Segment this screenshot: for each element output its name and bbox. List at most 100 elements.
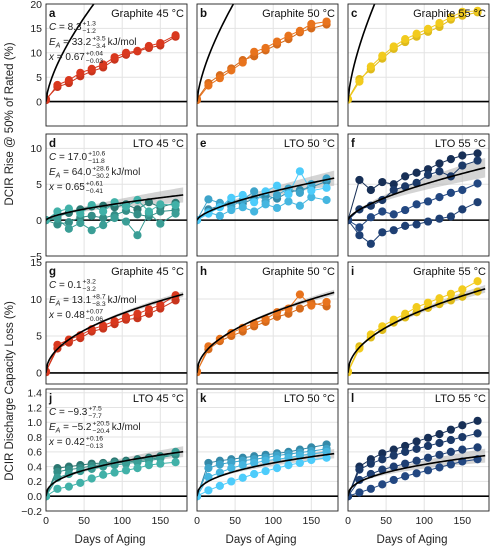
y-tick-label: 15 [30, 23, 42, 35]
data-point [401, 472, 410, 481]
y-tick-label: 0.0 [27, 491, 42, 503]
data-point [99, 207, 108, 216]
data-point [272, 203, 282, 213]
fit-curve [197, 4, 235, 102]
data-point [435, 294, 444, 303]
y-axis-label-bottom: DCIR Discharge Capacity Loss (%) [4, 301, 16, 481]
fit-sub: −30.2 [92, 173, 109, 180]
data-point [238, 190, 247, 200]
data-point [227, 66, 236, 75]
data-point [53, 467, 62, 476]
fit-sup: +3.5 [92, 36, 106, 43]
plot-area [46, 4, 187, 126]
data-point [435, 193, 444, 202]
fit-annotation: C = 0.1 +3.2−3.2 EA = 13.1 +8.7−8.3 kJ/mol x … [48, 279, 137, 324]
data-point [64, 76, 73, 85]
data-point [87, 474, 96, 483]
fit-unit: kJ/mol [108, 295, 137, 306]
y-tick-label: −5 [30, 251, 42, 263]
plot-frame [196, 3, 339, 127]
data-point [355, 465, 364, 474]
data-point [295, 201, 304, 210]
fit-sup: +7.5 [88, 406, 102, 413]
fit-unit: kJ/mol [112, 422, 141, 433]
data-point [144, 305, 153, 314]
y-tick-label: 1.0 [27, 417, 42, 429]
data-point [227, 477, 236, 486]
data-point [355, 77, 364, 86]
data-point [110, 468, 119, 477]
panel-h: h Graphite 50 °C [196, 261, 339, 385]
plot-frame [347, 3, 490, 127]
data-point [473, 416, 482, 425]
data-point [171, 31, 180, 40]
data-point [423, 170, 433, 180]
fit-line: C = −9.3 [49, 407, 88, 418]
panel-letter: i [351, 266, 354, 278]
data-point [121, 202, 131, 211]
data-point [272, 181, 282, 190]
data-point [133, 464, 142, 473]
data-point [110, 317, 119, 326]
data-point [435, 450, 444, 459]
data-point [412, 168, 421, 177]
panel-title: LTO 55 °C [435, 393, 486, 405]
panel-letter: j [48, 393, 52, 405]
data-point [473, 149, 482, 158]
data-point [295, 167, 304, 176]
data-point [215, 460, 224, 469]
data-point [76, 478, 85, 488]
x-axis-label-col2: Days of Aging [226, 534, 297, 546]
data-point [204, 195, 213, 204]
panel-title: Graphite 55 °C [413, 8, 486, 20]
data-point [446, 447, 455, 456]
data-point [378, 51, 387, 60]
data-point [458, 185, 467, 195]
data-point [53, 220, 62, 229]
data-point [401, 172, 410, 181]
data-point [378, 480, 387, 489]
y-tick-label: 0 [36, 368, 42, 380]
data-point [295, 26, 304, 35]
data-point [412, 303, 421, 312]
panel-letter: a [49, 8, 56, 20]
fit-curve [46, 4, 95, 102]
fit-annotation: C = −9.3 +7.5−7.7 EA = −5.2 +20.5−20.4 kJ/mo… [48, 406, 141, 451]
panel-title: LTO 45 °C [133, 393, 184, 405]
plot-area [197, 4, 338, 126]
data-point [366, 62, 375, 71]
data-point [133, 231, 142, 240]
panel-j: −0.2 0.0 0.2 0.4 0.6 0.8 1.0 1.2 1.4 0 50 100 150 j LT… [21, 387, 188, 527]
fit-line: x = 0.42 [48, 437, 85, 448]
fit-curve [46, 293, 184, 374]
data-point [215, 211, 224, 220]
panel-title: Graphite 45 °C [111, 266, 184, 278]
data-point [238, 203, 247, 212]
data-point [423, 217, 433, 226]
data-point [64, 218, 73, 227]
data-point [156, 207, 165, 216]
data-point [227, 464, 236, 473]
data-point [389, 210, 398, 219]
data-point [473, 198, 482, 207]
fit-sub: −20.4 [92, 428, 109, 435]
plot-marks [197, 4, 331, 105]
fit-curve [197, 452, 335, 497]
plot-frame [45, 3, 188, 127]
data-point [423, 298, 433, 307]
fit-curve [348, 166, 486, 221]
data-point [378, 449, 387, 458]
data-point [295, 458, 304, 468]
x-axis-label-col3: Days of Aging [377, 534, 448, 546]
data-point [412, 178, 421, 187]
plot-marks [46, 446, 184, 501]
data-point [53, 80, 62, 90]
data-point [284, 31, 293, 40]
data-point [446, 13, 455, 22]
plot-marks [46, 4, 180, 105]
fit-sub: −1.2 [83, 28, 97, 35]
data-point [412, 220, 421, 229]
panel-title: LTO 50 °C [284, 138, 335, 150]
data-point [144, 461, 153, 470]
y-tick-label: 0.6 [27, 447, 42, 459]
